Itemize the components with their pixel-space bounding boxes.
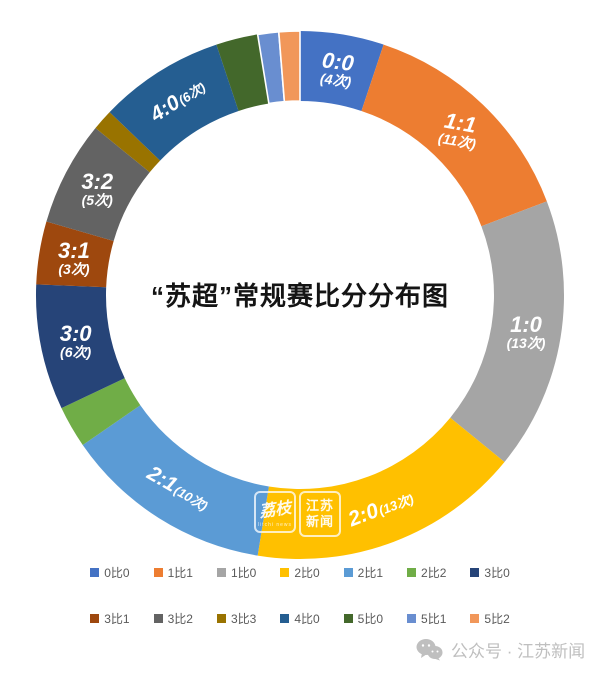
donut-segment-3比2 [46, 128, 150, 242]
legend-swatch [407, 614, 417, 623]
donut-segment-1比1 [361, 44, 547, 227]
segment-label-3比0: 3:0 (6次) [60, 322, 92, 360]
legend-item-5比0: 5比0 [343, 610, 384, 627]
legend-item-3比1: 3比1 [90, 610, 130, 627]
legend-label: 3比2 [167, 612, 193, 626]
legend-item-3比2: 3比2 [153, 610, 193, 627]
segment-count: (5次) [81, 191, 113, 208]
chart-title: “苏超”常规赛比分分布图 [150, 281, 449, 311]
legend-swatch [153, 568, 163, 577]
litchi-logo-text: 荔枝 [258, 499, 293, 522]
legend-item-2比0: 2比0 [280, 564, 320, 581]
legend-row-2: 3比1 3比2 3比3 4比0 5比0 5比1 5比2 [0, 610, 600, 627]
legend-label: 0比0 [104, 566, 130, 580]
donut-segment-2比2 [61, 378, 141, 445]
legend-item-2比2: 2比2 [407, 564, 446, 581]
legend-label: 4比0 [294, 612, 320, 626]
jiangsu-logo-line1: 江苏 [305, 498, 334, 513]
legend-label: 1比1 [167, 566, 193, 580]
legend-swatch [90, 568, 100, 577]
jiangsu-logo-line2: 新闻 [305, 514, 334, 529]
segment-score: 3:0 [59, 320, 92, 346]
legend-row-1: 0比0 1比1 1比0 2比0 2比1 2比2 3比0 [0, 564, 600, 581]
legend-swatch [90, 614, 100, 623]
donut-segment-4比0 [109, 44, 239, 161]
segment-count: (13次) [506, 334, 546, 351]
donut-segment-5比2 [277, 30, 301, 103]
legend-swatch [216, 614, 226, 623]
segment-score: 3:2 [81, 168, 114, 194]
legend-item-0比0: 0比0 [90, 564, 130, 581]
wechat-icon [416, 639, 443, 661]
donut-segment-0比0 [300, 31, 384, 111]
legend-label: 5比1 [421, 612, 447, 626]
legend-item-4比0: 4比0 [280, 610, 320, 627]
segment-label-0比0: 0:0 (4次) [319, 47, 355, 90]
donut-segment-3比1 [36, 221, 114, 288]
litchi-logo-subtext: litchi news [257, 522, 293, 528]
legend-label: 5比0 [357, 612, 384, 626]
legend-item-5比1: 5比1 [407, 610, 446, 627]
legend-swatch [153, 614, 163, 623]
legend-swatch [280, 614, 290, 623]
legend-label: 2比0 [294, 566, 320, 580]
segment-score: 3:1 [58, 238, 90, 264]
jiangsu-news-watermark: 江苏 新闻 [299, 491, 341, 537]
legend-item-3比0: 3比0 [470, 564, 510, 581]
segment-count: (6次) [60, 344, 92, 360]
legend-swatch [216, 568, 226, 577]
footer-text: 公众号 · 江苏新闻 [451, 642, 586, 661]
legend-item-3比3: 3比3 [216, 610, 257, 627]
legend-swatch [470, 614, 480, 623]
legend-label: 1比0 [230, 566, 257, 580]
segment-label-1比1: 1:1 (11次) [437, 107, 481, 152]
legend-item-1比1: 1比1 [153, 564, 193, 581]
legend-swatch [343, 614, 353, 623]
segment-label-3比2: 3:2 (5次) [81, 170, 113, 208]
legend-item-2比1: 2比1 [343, 564, 384, 581]
legend-swatch [407, 568, 417, 577]
litchi-news-watermark: 荔枝 litchi news [254, 491, 296, 533]
legend-label: 2比1 [357, 566, 384, 580]
donut-segment-5比0 [216, 34, 269, 111]
legend-swatch [470, 568, 480, 577]
legend-label: 3比1 [104, 612, 130, 626]
legend-label: 2比2 [421, 566, 447, 580]
segment-label-3比1: 3:1 (3次) [58, 239, 90, 277]
donut-segment-2比1 [82, 405, 269, 556]
segment-score: 1:0 [510, 311, 542, 337]
donut-segment-3比3 [95, 112, 161, 173]
legend-item-1比0: 1比0 [216, 564, 257, 581]
legend-item-5比2: 5比2 [470, 610, 510, 627]
donut-segment-3比0 [35, 284, 125, 409]
segment-label-1比0: 1:0 (13次) [507, 313, 546, 351]
legend-label: 3比3 [230, 612, 257, 626]
legend-swatch [343, 568, 353, 577]
legend-label: 5比2 [484, 612, 510, 626]
legend-swatch [280, 568, 290, 577]
footer: 公众号 · 江苏新闻 [416, 637, 585, 662]
donut-chart [35, 30, 565, 560]
donut-segment-1比0 [450, 201, 565, 462]
legend-label: 3比0 [484, 566, 510, 580]
donut-segment-2比0 [257, 417, 505, 560]
segment-count: (3次) [58, 261, 90, 278]
